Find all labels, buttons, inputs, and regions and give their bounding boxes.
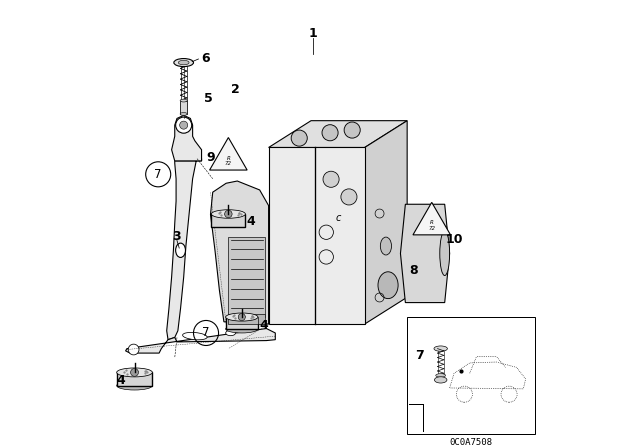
Circle shape — [238, 314, 245, 321]
Ellipse shape — [211, 222, 245, 231]
Text: 3: 3 — [173, 230, 181, 243]
Polygon shape — [125, 328, 275, 353]
Circle shape — [128, 344, 139, 355]
Polygon shape — [172, 115, 202, 161]
FancyBboxPatch shape — [226, 317, 258, 329]
Text: R
72: R 72 — [428, 220, 435, 231]
Circle shape — [225, 210, 232, 218]
Text: 9: 9 — [206, 151, 215, 164]
Polygon shape — [269, 121, 407, 147]
Text: 6: 6 — [202, 52, 211, 65]
FancyBboxPatch shape — [116, 372, 152, 386]
FancyBboxPatch shape — [228, 237, 266, 317]
Ellipse shape — [378, 272, 398, 299]
Ellipse shape — [226, 313, 258, 321]
Text: 7: 7 — [415, 349, 424, 362]
Ellipse shape — [440, 231, 450, 276]
Ellipse shape — [175, 243, 186, 258]
Polygon shape — [413, 202, 451, 235]
Polygon shape — [210, 138, 247, 170]
FancyBboxPatch shape — [180, 100, 188, 114]
Ellipse shape — [179, 60, 189, 65]
Text: 4: 4 — [116, 374, 125, 388]
Ellipse shape — [182, 332, 207, 340]
Text: 0C0A7508: 0C0A7508 — [449, 438, 492, 447]
FancyBboxPatch shape — [407, 317, 534, 434]
Text: 2: 2 — [230, 83, 239, 96]
FancyBboxPatch shape — [228, 314, 266, 324]
Text: 1: 1 — [309, 27, 317, 40]
Polygon shape — [401, 204, 450, 302]
Circle shape — [175, 117, 192, 133]
Circle shape — [344, 122, 360, 138]
Ellipse shape — [180, 112, 188, 116]
Ellipse shape — [434, 346, 447, 351]
Circle shape — [323, 171, 339, 187]
Circle shape — [291, 130, 307, 146]
Ellipse shape — [226, 330, 236, 336]
Circle shape — [341, 189, 357, 205]
Circle shape — [131, 369, 138, 376]
Text: 4: 4 — [260, 319, 269, 332]
Ellipse shape — [380, 237, 392, 255]
Polygon shape — [211, 181, 269, 324]
Ellipse shape — [116, 368, 152, 377]
Text: c: c — [335, 213, 340, 223]
Text: 4: 4 — [246, 215, 255, 228]
Ellipse shape — [116, 381, 152, 390]
Circle shape — [180, 121, 188, 129]
Polygon shape — [166, 156, 202, 340]
FancyBboxPatch shape — [269, 147, 365, 324]
Text: 8: 8 — [410, 264, 418, 277]
Text: 7: 7 — [202, 327, 210, 340]
Ellipse shape — [435, 377, 447, 383]
FancyBboxPatch shape — [211, 214, 245, 227]
Text: 7: 7 — [154, 168, 162, 181]
Polygon shape — [365, 121, 407, 324]
Text: 5: 5 — [204, 92, 212, 105]
Text: R
72: R 72 — [225, 155, 232, 166]
Ellipse shape — [180, 99, 188, 102]
Text: 10: 10 — [445, 233, 463, 246]
Ellipse shape — [226, 325, 258, 333]
Ellipse shape — [174, 59, 193, 67]
Ellipse shape — [211, 210, 245, 218]
Circle shape — [322, 125, 338, 141]
Ellipse shape — [436, 374, 445, 377]
